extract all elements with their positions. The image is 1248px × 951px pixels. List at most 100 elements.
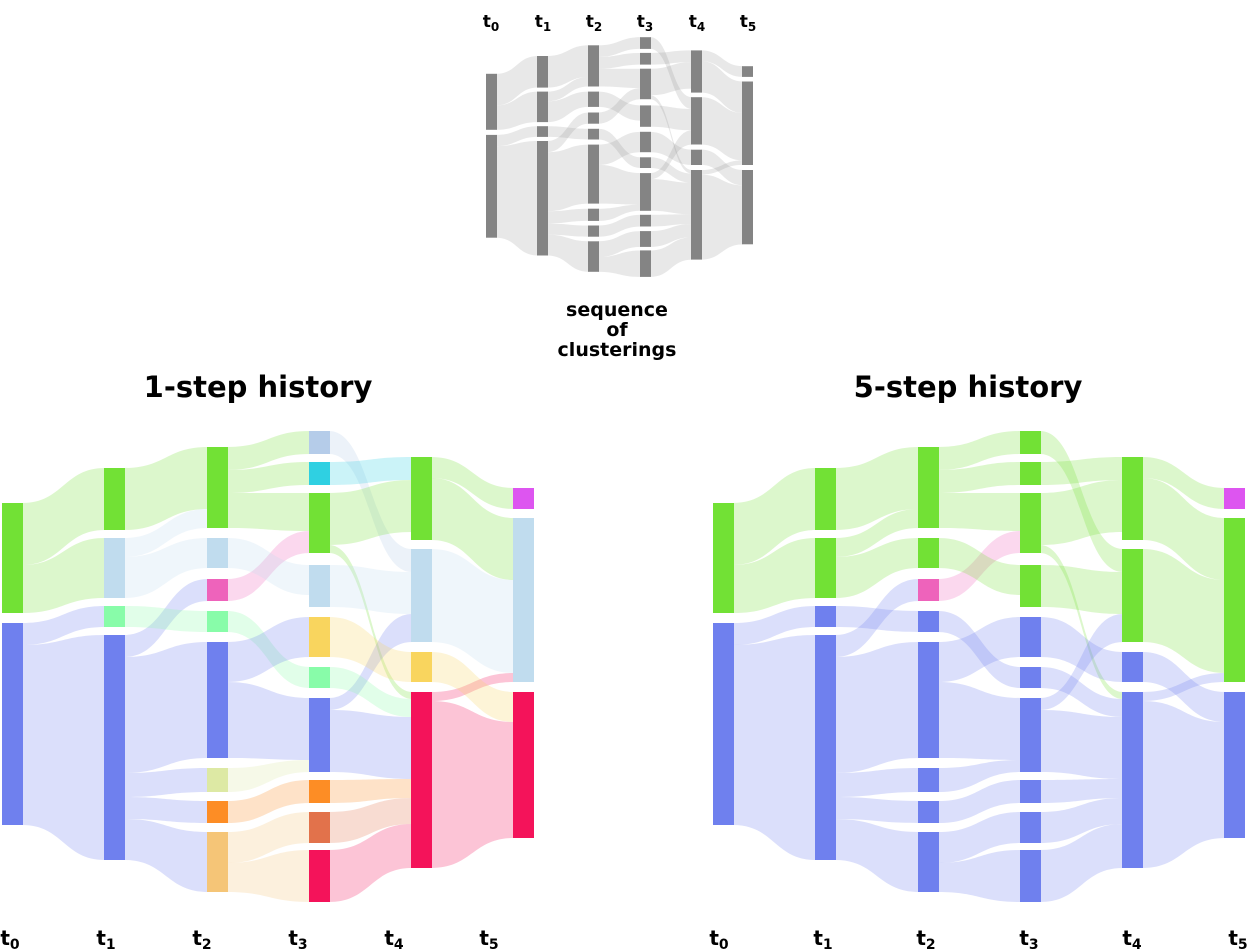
flow-ribbon	[227, 611, 310, 688]
cluster-node	[207, 832, 228, 892]
cluster-node	[918, 832, 939, 892]
cluster-node	[588, 45, 599, 87]
cluster-node	[588, 128, 599, 140]
flow-ribbon	[124, 579, 208, 657]
flow-ribbon	[1040, 565, 1123, 614]
time-label-t5: t5	[740, 12, 757, 34]
flow-ribbon	[431, 478, 514, 580]
fivestep-sankey: t0 t1 t2 t3 t4 t5	[709, 431, 1248, 951]
cluster-node	[309, 812, 330, 843]
flow-ribbon	[938, 538, 1021, 595]
flow-ribbon	[835, 642, 919, 773]
cluster-node	[309, 493, 330, 553]
time-label-t4: t4	[689, 12, 706, 34]
flow-ribbon	[1040, 667, 1123, 717]
flow-ribbon	[329, 824, 412, 902]
cluster-node	[537, 91, 548, 123]
flow-ribbon	[598, 52, 641, 69]
flow-ribbon	[598, 91, 641, 121]
caption-line: of	[606, 319, 628, 341]
cluster-node	[640, 68, 651, 100]
flow-ribbon	[227, 493, 310, 531]
cluster-node	[691, 97, 702, 145]
cluster-node	[104, 635, 125, 860]
flow-ribbon	[701, 160, 743, 175]
flow-ribbon	[938, 617, 1021, 682]
flow-ribbon	[938, 850, 1021, 902]
cluster-node	[1224, 518, 1245, 682]
flow-ribbon	[329, 480, 412, 545]
flow-ribbon	[22, 635, 105, 860]
cluster-node	[713, 623, 734, 825]
flow-ribbon	[496, 91, 538, 130]
cluster-node	[1020, 667, 1041, 688]
cluster-node	[513, 488, 534, 509]
cluster-node	[411, 457, 432, 540]
flow-ribbon	[733, 538, 816, 613]
flow-ribbon	[547, 234, 589, 272]
flow-ribbon	[701, 149, 743, 186]
flow-ribbon	[329, 798, 412, 843]
cluster-node	[742, 170, 753, 245]
cluster-node	[918, 768, 939, 792]
flow-ribbon	[1142, 673, 1225, 701]
cluster-node	[537, 56, 548, 88]
gray-sankey: t0 t1 t2 t3 t4 t5	[483, 12, 757, 277]
flow-ribbon	[938, 682, 1021, 760]
flow-ribbon	[650, 62, 692, 96]
cluster-node	[1122, 457, 1143, 540]
time-label-t5: t5	[1228, 926, 1247, 951]
flow-ribbon	[329, 545, 412, 699]
flow-ribbon	[227, 531, 310, 601]
cluster-node	[1224, 692, 1245, 838]
flow-ribbon	[1040, 617, 1123, 682]
cluster-node	[691, 50, 702, 93]
flow-ribbon	[650, 37, 692, 109]
flow-ribbon	[227, 462, 310, 493]
cluster-node	[207, 801, 228, 823]
cluster-node	[486, 134, 497, 238]
flow-ribbon	[650, 105, 692, 131]
flow-ribbon	[598, 88, 641, 124]
flow-ribbon	[227, 617, 310, 682]
caption-line: clusterings	[557, 339, 677, 361]
cluster-node	[411, 549, 432, 642]
flow-ribbon	[650, 157, 692, 183]
flow-ribbon	[329, 710, 412, 779]
flow-ribbon	[650, 223, 692, 247]
cluster-node	[742, 66, 753, 77]
flow-ribbon	[329, 614, 412, 710]
flow-ribbon	[1040, 779, 1123, 803]
flow-ribbon	[835, 819, 919, 892]
flow-ribbon	[835, 579, 919, 657]
flow-ribbon	[22, 538, 105, 613]
onestep-sankey: t0 t1 t2 t3 t4 t5	[0, 431, 534, 951]
time-label-t0: t0	[0, 926, 20, 951]
cluster-node	[309, 565, 330, 607]
caption-line: sequence	[566, 299, 668, 321]
cluster-node	[1020, 698, 1041, 772]
flow-ribbon	[124, 538, 208, 598]
flow-ribbon	[1040, 545, 1123, 699]
time-label-t1: t1	[535, 12, 552, 34]
flow-ribbon	[701, 174, 743, 260]
flow-ribbon	[835, 606, 919, 632]
flow-ribbon	[227, 812, 310, 863]
flow-ribbon	[938, 493, 1021, 531]
flow-ribbon	[227, 682, 310, 760]
flow-ribbon	[1040, 824, 1123, 902]
flow-ribbon	[835, 797, 919, 823]
flow-ribbon	[835, 538, 919, 598]
cluster-node	[207, 768, 228, 792]
cluster-node	[309, 780, 330, 803]
flow-ribbon	[431, 673, 514, 701]
flow-ribbon	[650, 214, 692, 227]
flow-ribbon	[598, 164, 641, 205]
flow-ribbon	[329, 431, 412, 572]
cluster-node	[309, 431, 330, 454]
flow-ribbon	[650, 95, 692, 174]
cluster-node	[918, 642, 939, 758]
time-label-t0: t0	[483, 12, 500, 34]
cluster-node	[207, 447, 228, 528]
cluster-node	[815, 468, 836, 530]
